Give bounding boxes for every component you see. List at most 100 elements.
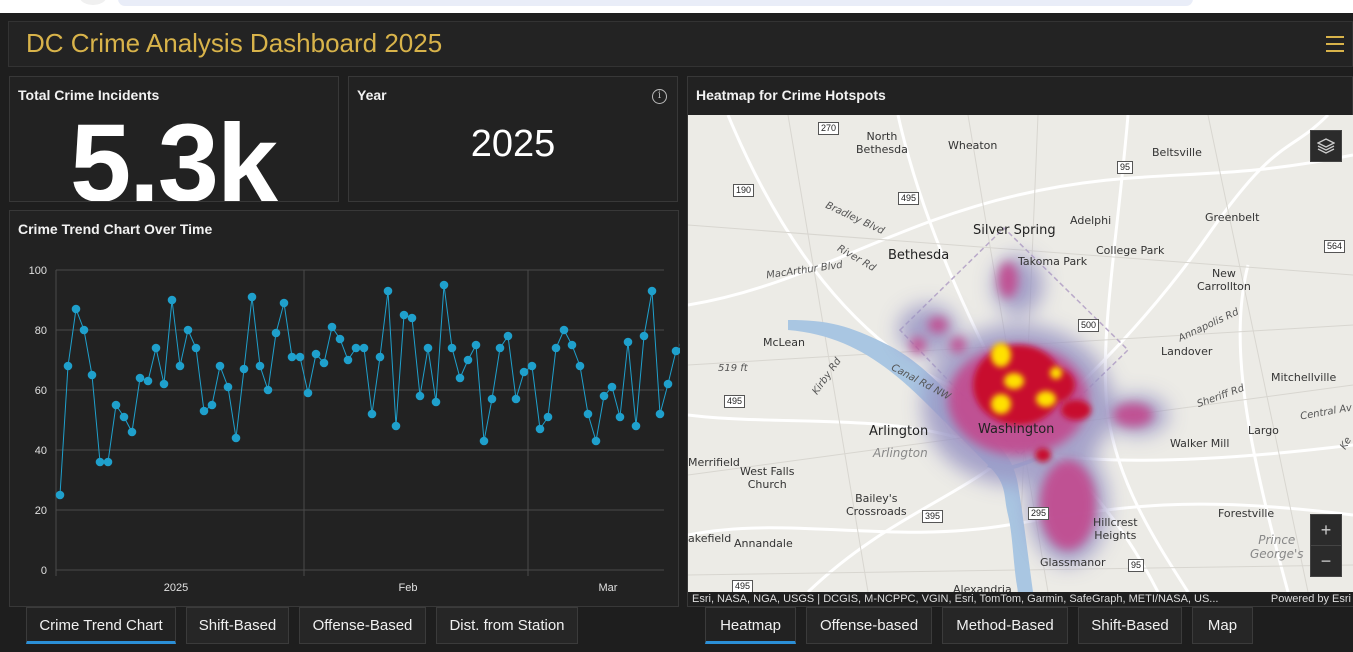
data-point[interactable]: [127, 427, 137, 437]
data-point[interactable]: [559, 325, 569, 335]
data-point[interactable]: [263, 385, 273, 395]
data-point[interactable]: [159, 379, 169, 389]
tab-offense-based[interactable]: Offense-Based: [299, 607, 426, 644]
address-bar[interactable]: [118, 0, 1193, 6]
powered-by-esri[interactable]: Powered by Esri: [1264, 592, 1353, 606]
data-point[interactable]: [343, 355, 353, 365]
data-point[interactable]: [319, 358, 329, 368]
data-point[interactable]: [143, 376, 153, 386]
data-point[interactable]: [271, 328, 281, 338]
data-point[interactable]: [655, 409, 665, 419]
data-point[interactable]: [391, 421, 401, 431]
data-point[interactable]: [199, 406, 209, 416]
data-point[interactable]: [239, 364, 249, 374]
data-point[interactable]: [431, 397, 441, 407]
data-point[interactable]: [519, 367, 529, 377]
data-point[interactable]: [63, 361, 73, 371]
tab-method-based[interactable]: Method-Based: [942, 607, 1068, 644]
data-point[interactable]: [231, 433, 241, 443]
data-point[interactable]: [551, 343, 561, 353]
layers-icon[interactable]: [1310, 130, 1342, 162]
data-point[interactable]: [591, 436, 601, 446]
data-point[interactable]: [583, 409, 593, 419]
data-point[interactable]: [647, 286, 657, 296]
tab-heatmap[interactable]: Heatmap: [705, 607, 796, 644]
heatmap-map[interactable]: 270 190 495 95 564 500 495 395 295 95 49…: [688, 115, 1353, 592]
info-icon[interactable]: i: [652, 89, 667, 104]
data-point[interactable]: [511, 394, 521, 404]
data-point[interactable]: [455, 373, 465, 383]
zoom-in-button[interactable]: +: [1310, 514, 1342, 546]
tab-dist-from-station[interactable]: Dist. from Station: [436, 607, 578, 644]
data-point[interactable]: [351, 343, 361, 353]
data-point[interactable]: [175, 361, 185, 371]
data-point[interactable]: [367, 409, 377, 419]
data-point[interactable]: [223, 382, 233, 392]
data-point[interactable]: [311, 349, 321, 359]
tab-map[interactable]: Map: [1192, 607, 1253, 644]
data-point[interactable]: [407, 313, 417, 323]
map-label: Alexandria: [953, 583, 1012, 592]
data-point[interactable]: [383, 286, 393, 296]
data-point[interactable]: [631, 421, 641, 431]
data-point[interactable]: [167, 295, 177, 305]
highway-shield: 500: [1078, 319, 1100, 332]
data-point[interactable]: [335, 334, 345, 344]
data-point[interactable]: [495, 343, 505, 353]
hamburger-icon[interactable]: [1326, 36, 1344, 52]
data-point[interactable]: [615, 412, 625, 422]
data-point[interactable]: [359, 343, 369, 353]
data-point[interactable]: [463, 355, 473, 365]
data-point[interactable]: [95, 457, 105, 467]
data-point[interactable]: [103, 457, 113, 467]
data-point[interactable]: [471, 340, 481, 350]
tab-shift-based-map[interactable]: Shift-Based: [1078, 607, 1182, 644]
zoom-out-button[interactable]: −: [1310, 545, 1342, 577]
highway-shield: 495: [898, 192, 920, 205]
data-point[interactable]: [623, 337, 633, 347]
data-point[interactable]: [439, 280, 449, 290]
data-point[interactable]: [671, 346, 680, 356]
data-point[interactable]: [575, 361, 585, 371]
data-point[interactable]: [447, 343, 457, 353]
data-point[interactable]: [567, 340, 577, 350]
data-point[interactable]: [535, 424, 545, 434]
data-point[interactable]: [215, 361, 225, 371]
data-point[interactable]: [375, 352, 385, 362]
tab-offense-based-map[interactable]: Offense-based: [806, 607, 932, 644]
tab-crime-trend-chart[interactable]: Crime Trend Chart: [26, 607, 176, 644]
data-point[interactable]: [423, 343, 433, 353]
browser-button[interactable]: [80, 0, 106, 5]
data-point[interactable]: [487, 394, 497, 404]
data-point[interactable]: [135, 373, 145, 383]
data-point[interactable]: [503, 331, 513, 341]
data-point[interactable]: [151, 343, 161, 353]
data-point[interactable]: [87, 370, 97, 380]
data-point[interactable]: [207, 400, 217, 410]
data-point[interactable]: [183, 325, 193, 335]
data-point[interactable]: [303, 388, 313, 398]
data-point[interactable]: [191, 343, 201, 353]
data-point[interactable]: [399, 310, 409, 320]
data-point[interactable]: [79, 325, 89, 335]
data-point[interactable]: [607, 382, 617, 392]
data-point[interactable]: [111, 400, 121, 410]
data-point[interactable]: [255, 361, 265, 371]
data-point[interactable]: [71, 304, 81, 314]
data-point[interactable]: [639, 331, 649, 341]
data-point[interactable]: [295, 352, 305, 362]
data-point[interactable]: [327, 322, 337, 332]
data-point[interactable]: [479, 436, 489, 446]
data-point[interactable]: [527, 361, 537, 371]
data-point[interactable]: [663, 379, 673, 389]
data-point[interactable]: [543, 412, 553, 422]
trend-series-line: [59, 284, 680, 496]
data-point[interactable]: [55, 490, 65, 500]
data-point[interactable]: [287, 352, 297, 362]
data-point[interactable]: [415, 391, 425, 401]
tab-shift-based[interactable]: Shift-Based: [186, 607, 289, 644]
data-point[interactable]: [599, 391, 609, 401]
data-point[interactable]: [279, 298, 289, 308]
data-point[interactable]: [119, 412, 129, 422]
data-point[interactable]: [247, 292, 257, 302]
